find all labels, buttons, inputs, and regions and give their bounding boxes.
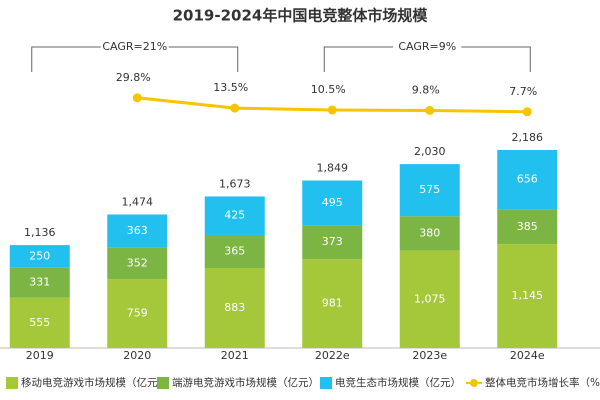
bar-segment xyxy=(302,259,363,348)
value-label: 331 xyxy=(29,276,50,289)
x-tick-label: 2023e xyxy=(412,349,447,362)
growth-point xyxy=(132,93,142,103)
bar-segment xyxy=(107,247,168,280)
legend-label: 整体电竞市场增长率（%） xyxy=(485,376,600,389)
x-tick-label: 2020 xyxy=(123,349,151,362)
bar-segment xyxy=(399,216,460,251)
annotation: CAGR=21% xyxy=(102,40,167,53)
total-label: 1,673 xyxy=(219,177,251,190)
total-label: 1,849 xyxy=(317,162,349,175)
bar-segment xyxy=(107,279,168,348)
bar-segment xyxy=(497,149,558,210)
legend-swatch xyxy=(320,377,332,389)
value-label: 385 xyxy=(517,220,538,233)
annotation-bg xyxy=(393,39,462,55)
value-label: 365 xyxy=(224,244,245,257)
total-label: 1,474 xyxy=(122,195,154,208)
total-label: 1,136 xyxy=(24,226,56,239)
growth-point xyxy=(230,103,240,113)
legend-label: 端游电竞游戏市场规模（亿元） xyxy=(172,376,319,389)
legend-label: 电竞生态市场规模（亿元） xyxy=(335,376,461,389)
bar-segment xyxy=(399,250,460,348)
annotation-bg xyxy=(100,39,169,55)
growth-point xyxy=(522,107,532,117)
legend-label: 移动电竞游戏市场规模（亿元） xyxy=(21,376,168,389)
value-label: 1,145 xyxy=(512,289,544,302)
bar-segment xyxy=(9,267,70,298)
growth-label: 9.8% xyxy=(412,83,440,96)
growth-label: 10.5% xyxy=(311,83,346,96)
legend-swatch xyxy=(157,377,169,389)
legend-swatch xyxy=(6,377,18,389)
value-label: 250 xyxy=(29,249,50,262)
value-label: 373 xyxy=(322,235,343,248)
bar-segment xyxy=(9,297,70,348)
x-tick-label: 2019 xyxy=(26,349,54,362)
x-tick-label: 2022e xyxy=(315,349,350,362)
value-label: 555 xyxy=(29,316,50,329)
bar-segment xyxy=(497,209,558,245)
bar-segment xyxy=(302,180,363,226)
growth-point xyxy=(327,105,337,115)
value-label: 575 xyxy=(419,183,440,196)
value-label: 981 xyxy=(322,297,343,310)
growth-point xyxy=(425,105,435,115)
x-tick-label: 2021 xyxy=(221,349,249,362)
bar-segment xyxy=(399,164,460,217)
chart-title: 2019-2024年中国电竞整体市场规模 xyxy=(173,7,429,25)
annotation: CAGR=9% xyxy=(398,40,456,53)
value-label: 883 xyxy=(224,301,245,314)
value-label: 352 xyxy=(127,256,148,269)
bar-segment xyxy=(497,244,558,348)
value-label: 425 xyxy=(224,209,245,222)
value-label: 495 xyxy=(322,196,343,209)
value-label: 759 xyxy=(127,307,148,320)
value-label: 656 xyxy=(517,173,538,186)
bar-segment xyxy=(204,268,265,348)
bar-segment xyxy=(107,214,168,248)
growth-label: 29.8% xyxy=(116,71,151,84)
growth-label: 7.7% xyxy=(509,85,537,98)
bar-segment xyxy=(204,234,265,269)
bar-segment xyxy=(302,225,363,260)
value-label: 1,075 xyxy=(414,292,446,305)
bar-segment xyxy=(9,245,70,268)
value-label: 363 xyxy=(127,224,148,237)
value-label: 380 xyxy=(419,226,440,239)
growth-label: 13.5% xyxy=(213,81,248,94)
legend-dot xyxy=(470,379,478,387)
total-label: 2,030 xyxy=(414,145,446,158)
bar-segment xyxy=(204,196,265,235)
total-label: 2,186 xyxy=(512,131,544,144)
x-tick-label: 2024e xyxy=(510,349,545,362)
